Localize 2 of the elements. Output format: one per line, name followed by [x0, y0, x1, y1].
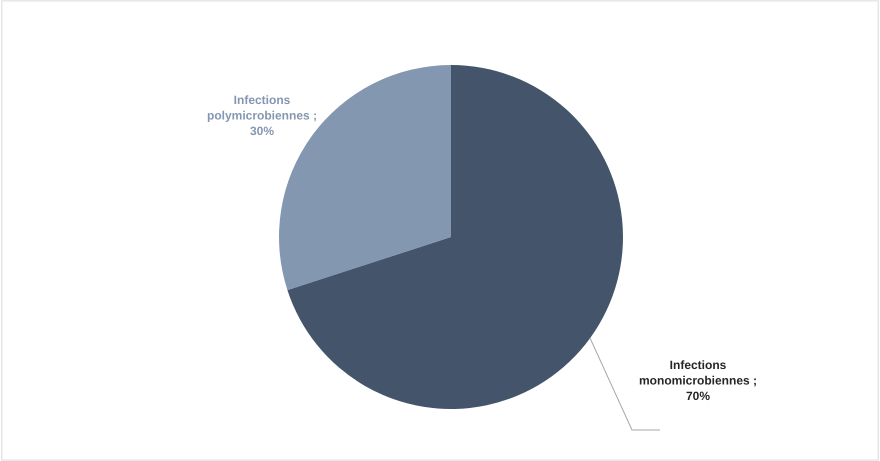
slice-label: Infections polymicrobiennes ; 30% [207, 93, 318, 138]
slice-label: Infections monomicrobiennes ; 70% [639, 358, 758, 404]
